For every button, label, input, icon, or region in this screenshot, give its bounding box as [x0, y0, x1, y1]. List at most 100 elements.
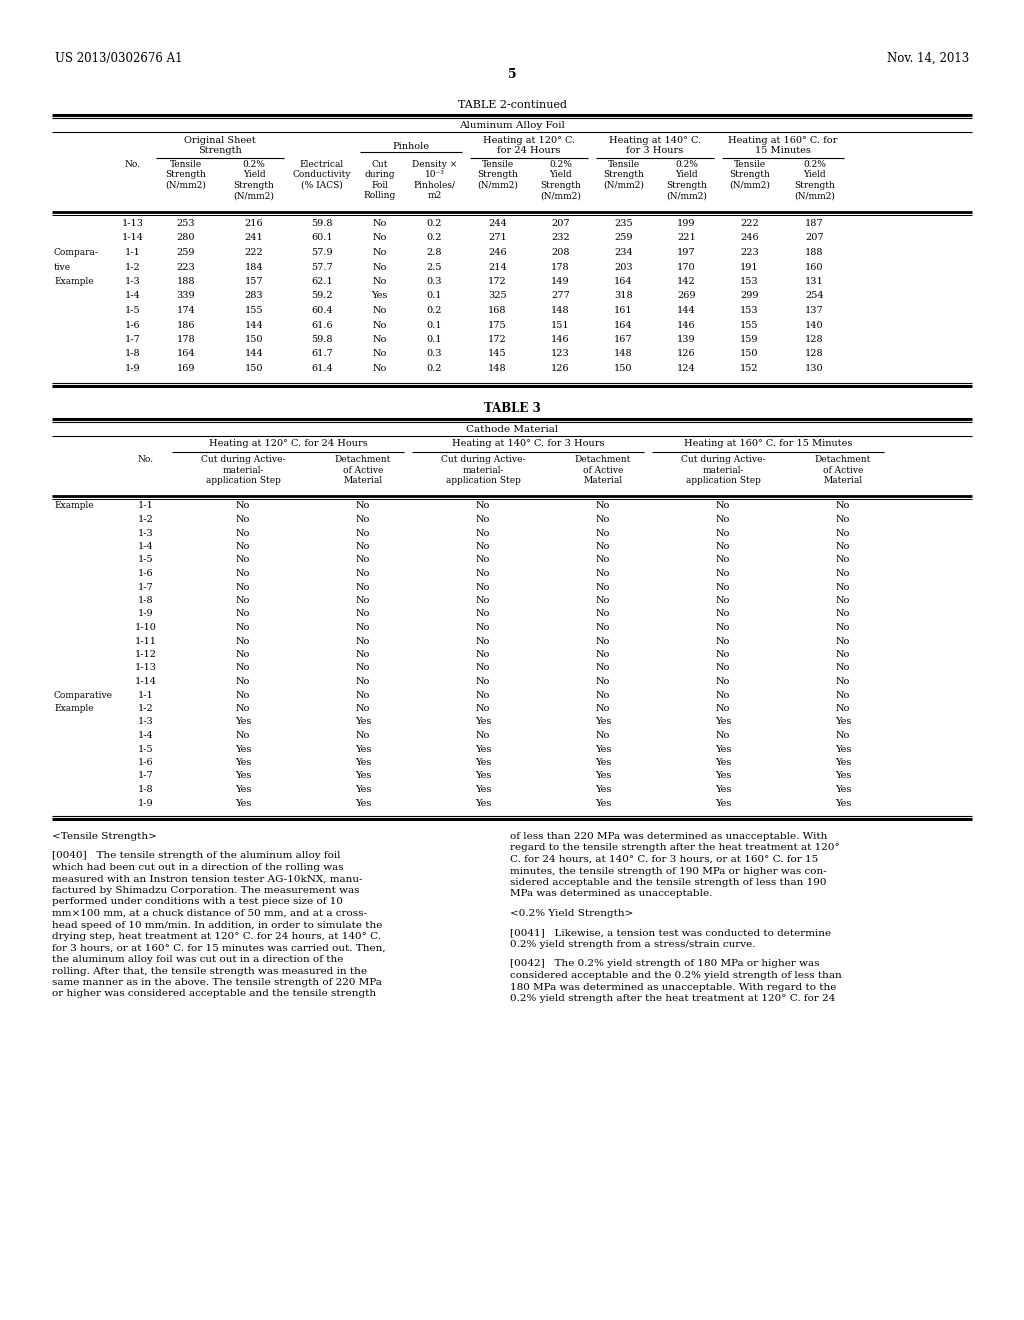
- Text: Yes: Yes: [715, 718, 731, 726]
- Text: 155: 155: [740, 321, 759, 330]
- Text: No: No: [355, 528, 371, 537]
- Text: No: No: [596, 582, 610, 591]
- Text: No: No: [716, 690, 730, 700]
- Text: 1-3: 1-3: [138, 718, 154, 726]
- Text: No: No: [596, 597, 610, 605]
- Text: 146: 146: [551, 335, 569, 345]
- Text: No.: No.: [125, 160, 141, 169]
- Text: No: No: [355, 636, 371, 645]
- Text: 128: 128: [805, 335, 824, 345]
- Text: 339: 339: [177, 292, 196, 301]
- Text: 59.8: 59.8: [311, 219, 333, 228]
- Text: Yes: Yes: [475, 758, 492, 767]
- Text: 130: 130: [805, 364, 824, 374]
- Text: 131: 131: [805, 277, 824, 286]
- Text: TABLE 3: TABLE 3: [483, 403, 541, 416]
- Text: No: No: [716, 649, 730, 659]
- Text: TABLE 2-continued: TABLE 2-continued: [458, 100, 566, 110]
- Text: 159: 159: [740, 335, 759, 345]
- Text: [0042]   The 0.2% yield strength of 180 MPa or higher was: [0042] The 0.2% yield strength of 180 MP…: [510, 960, 819, 969]
- Text: 180 MPa was determined as unacceptable. With regard to the: 180 MPa was determined as unacceptable. …: [510, 982, 837, 991]
- Text: No: No: [476, 677, 490, 686]
- Text: No: No: [355, 649, 371, 659]
- Text: No: No: [836, 515, 850, 524]
- Text: 2.5: 2.5: [427, 263, 442, 272]
- Text: 1-5: 1-5: [125, 306, 141, 315]
- Text: No: No: [236, 597, 250, 605]
- Text: No: No: [373, 364, 387, 374]
- Text: 0.2% yield strength after the heat treatment at 120° C. for 24: 0.2% yield strength after the heat treat…: [510, 994, 836, 1003]
- Text: No: No: [355, 515, 371, 524]
- Text: No: No: [836, 664, 850, 672]
- Text: No: No: [716, 636, 730, 645]
- Text: 232: 232: [551, 234, 570, 243]
- Text: 1-12: 1-12: [135, 649, 157, 659]
- Text: 61.4: 61.4: [311, 364, 333, 374]
- Text: 223: 223: [740, 248, 759, 257]
- Text: 157: 157: [245, 277, 263, 286]
- Text: No: No: [836, 623, 850, 632]
- Text: 1-14: 1-14: [122, 234, 144, 243]
- Text: 172: 172: [488, 335, 507, 345]
- Text: 126: 126: [551, 364, 569, 374]
- Text: 178: 178: [177, 335, 196, 345]
- Text: 208: 208: [551, 248, 569, 257]
- Text: Yes: Yes: [835, 785, 851, 795]
- Text: minutes, the tensile strength of 190 MPa or higher was con-: minutes, the tensile strength of 190 MPa…: [510, 866, 826, 875]
- Text: 1-2: 1-2: [138, 704, 154, 713]
- Text: No: No: [355, 704, 371, 713]
- Text: Tensile
Strength
(N/mm2): Tensile Strength (N/mm2): [603, 160, 644, 190]
- Text: 124: 124: [677, 364, 696, 374]
- Text: 168: 168: [488, 306, 507, 315]
- Text: 214: 214: [488, 263, 507, 272]
- Text: 153: 153: [740, 306, 759, 315]
- Text: head speed of 10 mm/min. In addition, in order to simulate the: head speed of 10 mm/min. In addition, in…: [52, 920, 382, 929]
- Text: No: No: [373, 321, 387, 330]
- Text: No: No: [236, 704, 250, 713]
- Text: 207: 207: [551, 219, 569, 228]
- Text: 191: 191: [740, 263, 759, 272]
- Text: 1-10: 1-10: [135, 623, 157, 632]
- Text: sidered acceptable and the tensile strength of less than 190: sidered acceptable and the tensile stren…: [510, 878, 826, 887]
- Text: 161: 161: [614, 306, 633, 315]
- Text: No: No: [716, 543, 730, 550]
- Text: 61.6: 61.6: [311, 321, 333, 330]
- Text: Yes: Yes: [835, 758, 851, 767]
- Text: 1-7: 1-7: [138, 582, 154, 591]
- Text: Yes: Yes: [354, 799, 371, 808]
- Text: 197: 197: [677, 248, 696, 257]
- Text: regard to the tensile strength after the heat treatment at 120°: regard to the tensile strength after the…: [510, 843, 840, 853]
- Text: considered acceptable and the 0.2% yield strength of less than: considered acceptable and the 0.2% yield…: [510, 972, 842, 979]
- Text: which had been cut out in a direction of the rolling was: which had been cut out in a direction of…: [52, 863, 344, 873]
- Text: No: No: [596, 623, 610, 632]
- Text: No: No: [355, 543, 371, 550]
- Text: for 3 hours, or at 160° C. for 15 minutes was carried out. Then,: for 3 hours, or at 160° C. for 15 minute…: [52, 944, 386, 953]
- Text: 57.9: 57.9: [311, 248, 333, 257]
- Text: or higher was considered acceptable and the tensile strength: or higher was considered acceptable and …: [52, 990, 376, 998]
- Text: Electrical
Conductivity
(% IACS): Electrical Conductivity (% IACS): [293, 160, 351, 190]
- Text: No: No: [236, 690, 250, 700]
- Text: 59.8: 59.8: [311, 335, 333, 345]
- Text: 155: 155: [245, 306, 263, 315]
- Text: 1-9: 1-9: [138, 610, 154, 619]
- Text: Cathode Material: Cathode Material: [466, 425, 558, 433]
- Text: 1-7: 1-7: [138, 771, 154, 780]
- Text: 0.2% yield strength from a stress/strain curve.: 0.2% yield strength from a stress/strain…: [510, 940, 756, 949]
- Text: Original Sheet
Strength: Original Sheet Strength: [184, 136, 256, 156]
- Text: same manner as in the above. The tensile strength of 220 MPa: same manner as in the above. The tensile…: [52, 978, 382, 987]
- Text: No: No: [596, 677, 610, 686]
- Text: 1-7: 1-7: [125, 335, 141, 345]
- Text: No: No: [355, 569, 371, 578]
- Text: Cut during Active-
material-
application Step: Cut during Active- material- application…: [440, 455, 525, 486]
- Text: No: No: [476, 502, 490, 511]
- Text: 153: 153: [740, 277, 759, 286]
- Text: No: No: [476, 528, 490, 537]
- Text: No: No: [716, 556, 730, 565]
- Text: 259: 259: [177, 248, 196, 257]
- Text: No: No: [596, 731, 610, 741]
- Text: MPa was determined as unacceptable.: MPa was determined as unacceptable.: [510, 890, 713, 899]
- Text: No: No: [596, 649, 610, 659]
- Text: Yes: Yes: [595, 771, 611, 780]
- Text: 149: 149: [551, 277, 569, 286]
- Text: Heating at 160° C. for 15 Minutes: Heating at 160° C. for 15 Minutes: [684, 440, 852, 449]
